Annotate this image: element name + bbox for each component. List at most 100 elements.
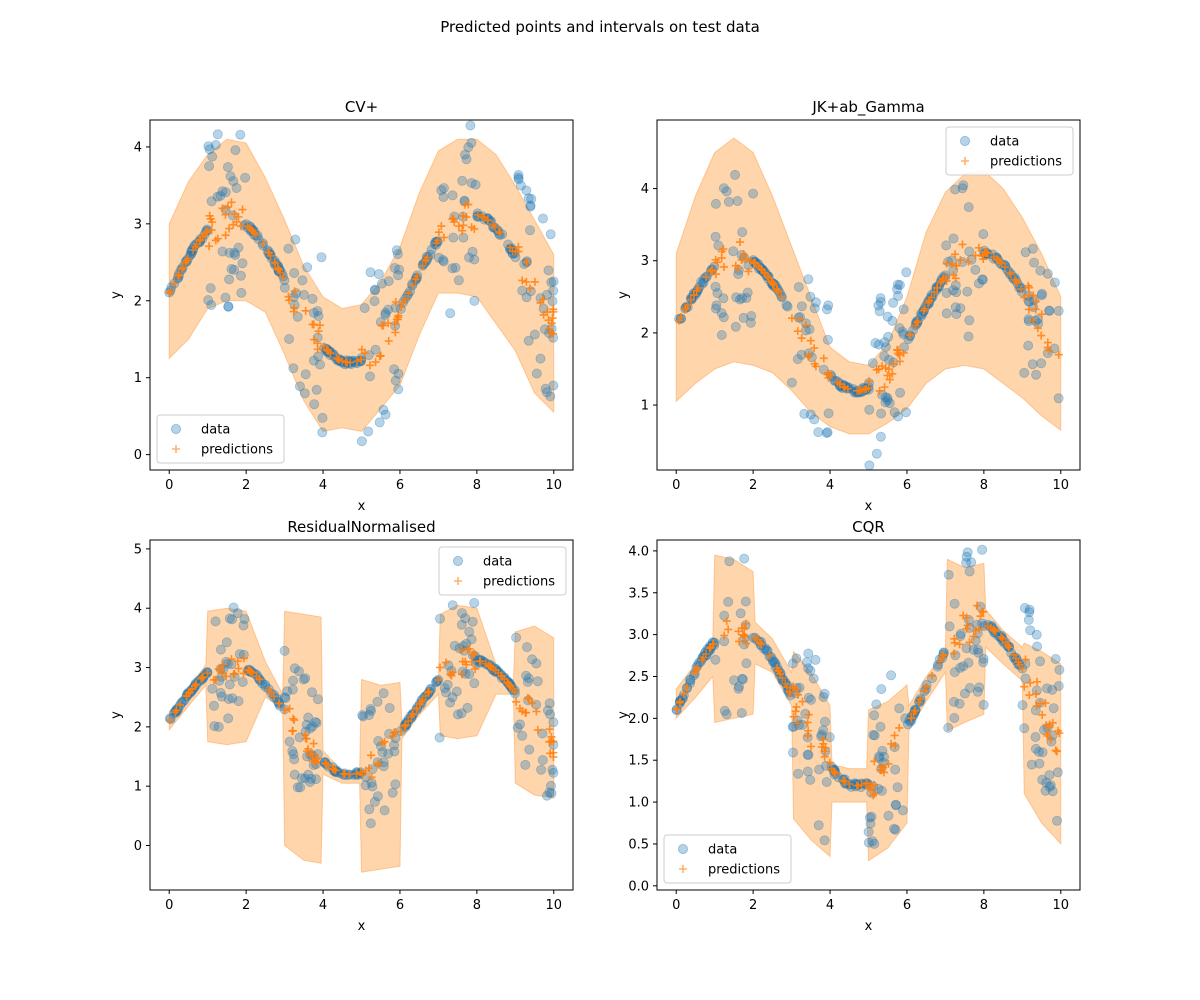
prediction-point [890, 731, 899, 740]
prediction-point [933, 283, 942, 292]
data-point [941, 240, 952, 251]
subplot-4: 0 2 4 6 8 10 0.0 0.5 1.0 1.5 2.0 2.5 3.0 3.5 4.0 CQR x y d… [616, 518, 1081, 934]
prediction-point [1025, 691, 1034, 700]
data-point [226, 263, 237, 274]
data-point [1053, 305, 1064, 316]
data-point [970, 635, 981, 646]
data-point [283, 243, 294, 254]
prediction-point [690, 668, 699, 677]
data-point [1030, 705, 1041, 716]
data-point [513, 174, 524, 185]
data-point [1019, 367, 1030, 378]
data-point [359, 302, 370, 313]
data-point [523, 673, 534, 684]
prediction-point [738, 624, 747, 633]
data-point [818, 692, 829, 703]
data-point [389, 364, 400, 375]
data-point [445, 697, 456, 708]
prediction-point [367, 773, 376, 782]
data-point [730, 321, 741, 332]
data-point [955, 303, 966, 314]
data-point [447, 600, 458, 611]
legend-data-label: data [990, 135, 1019, 150]
prediction-point [388, 732, 397, 741]
data-point [391, 245, 402, 256]
data-point [1042, 268, 1053, 279]
data-point [240, 172, 251, 183]
prediction-point [792, 702, 801, 711]
data-point [963, 202, 974, 213]
data-point [1017, 700, 1028, 711]
data-point [810, 654, 821, 665]
data-point [546, 277, 557, 288]
data-point [449, 640, 460, 651]
data-point [723, 196, 734, 207]
data-point [791, 653, 802, 664]
data-point [874, 751, 885, 762]
x-tick-label: 10 [1052, 478, 1069, 493]
data-point [958, 661, 969, 672]
prediction-point [315, 321, 324, 330]
data-point [1049, 277, 1060, 288]
prediction-point [288, 726, 297, 735]
data-point [887, 315, 898, 326]
prediction-point [840, 383, 849, 392]
data-point [805, 665, 816, 676]
data-point [739, 553, 750, 564]
prediction-point [454, 222, 463, 231]
prediction-point [741, 619, 750, 628]
data-point [378, 404, 389, 415]
prediction-point [1038, 710, 1047, 719]
data-point [288, 363, 299, 374]
data-point [974, 682, 985, 693]
data-point [1037, 747, 1048, 758]
data-point [299, 289, 310, 300]
data-point [462, 702, 473, 713]
plot-area [671, 544, 1065, 862]
data-point [312, 694, 323, 705]
data-point [365, 267, 376, 278]
prediction-point [546, 737, 555, 746]
prediction-point [755, 262, 764, 271]
prediction-point [879, 763, 888, 772]
prediction-point [1012, 277, 1021, 286]
prediction-point [447, 671, 456, 680]
prediction-point [437, 222, 446, 231]
data-point [433, 252, 444, 263]
data-point [390, 375, 401, 386]
data-point [964, 683, 975, 694]
prediction-point [462, 213, 471, 222]
prediction-point [539, 310, 548, 319]
prediction-point [978, 607, 987, 616]
data-point [456, 608, 467, 619]
data-point [968, 644, 979, 655]
data-point [300, 369, 311, 380]
prediction-point [773, 286, 782, 295]
data-point [217, 186, 228, 197]
prediction-point [742, 639, 751, 648]
prediction-point [804, 710, 813, 719]
prediction-point [893, 346, 902, 355]
prediction-point [367, 751, 376, 760]
data-point [710, 281, 721, 292]
prediction-point [289, 714, 298, 723]
data-point [803, 648, 814, 659]
data-point [204, 144, 215, 155]
data-point [284, 333, 295, 344]
data-point [287, 684, 298, 695]
data-point [902, 719, 913, 730]
data-point [710, 654, 721, 665]
prediction-point [211, 675, 220, 684]
x-axis-label: x [865, 499, 873, 514]
x-tick-label: 6 [396, 478, 404, 493]
prediction-point [214, 665, 223, 674]
data-point [869, 730, 880, 741]
prediction-point [983, 249, 992, 258]
data-point [313, 310, 324, 321]
data-point [469, 678, 480, 689]
legend-data-label: data [201, 423, 230, 438]
data-point [296, 773, 307, 784]
data-point [311, 717, 322, 728]
prediction-point [1042, 729, 1051, 738]
data-point [228, 602, 239, 613]
